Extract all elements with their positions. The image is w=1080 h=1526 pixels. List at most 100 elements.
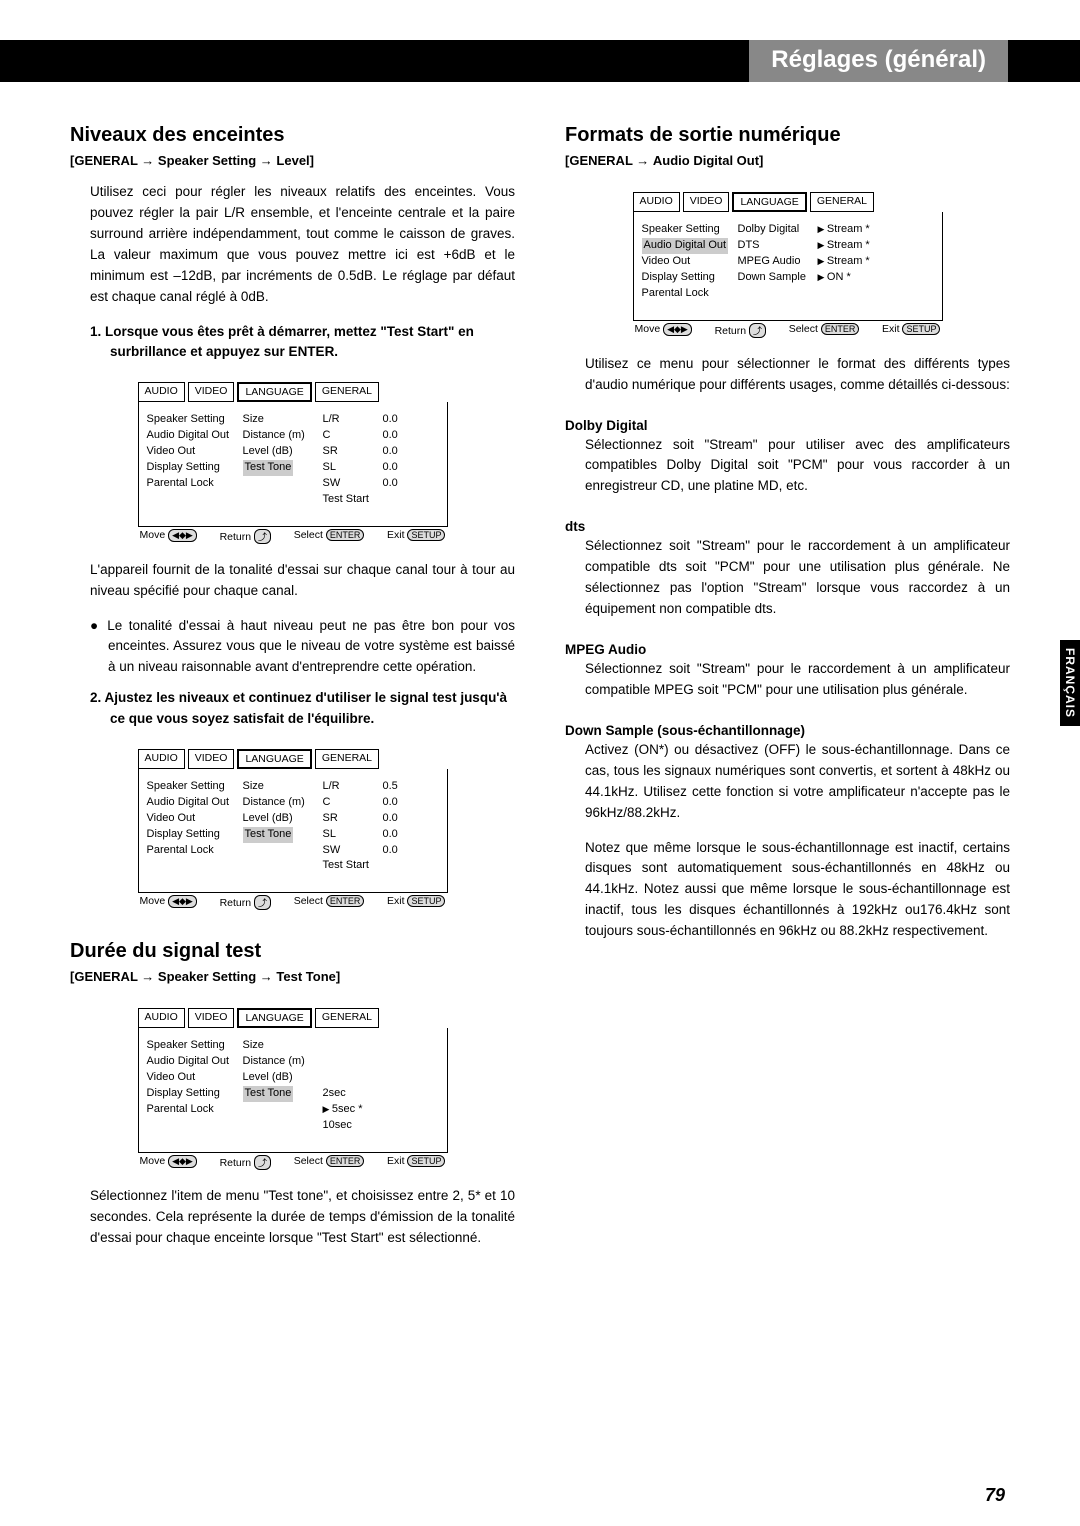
left-column: Niveaux des enceintes [GENERAL → Speaker… bbox=[70, 110, 515, 1476]
osd-submenu-item: Test Tone bbox=[243, 460, 317, 476]
osd-value: Test Start bbox=[323, 858, 377, 874]
osd-value: 0.0 bbox=[383, 428, 433, 444]
bc-part: Level] bbox=[276, 153, 314, 168]
paragraph: Sélectionnez soit "Stream" pour utiliser… bbox=[565, 435, 1010, 498]
osd-submenu-item: Size bbox=[243, 1038, 317, 1054]
osd-value: 0.0 bbox=[383, 460, 433, 476]
osd-menu-item: Audio Digital Out bbox=[147, 1054, 237, 1070]
osd-submenu-item: Distance (m) bbox=[243, 1054, 317, 1070]
osd-menu-item: Video Out bbox=[147, 444, 237, 460]
osd-value: ▶ 5sec * bbox=[323, 1102, 377, 1118]
osd-screenshot-3: AUDIOVIDEOLANGUAGEGENERALSpeaker Setting… bbox=[138, 1008, 448, 1170]
paragraph: Utilisez ce menu pour sélectionner le fo… bbox=[565, 354, 1010, 396]
osd-tab: LANGUAGE bbox=[732, 192, 806, 212]
osd-submenu-item: DTS bbox=[738, 238, 812, 254]
osd-screenshot-4: AUDIOVIDEOLANGUAGEGENERALSpeaker Setting… bbox=[633, 192, 943, 338]
osd-tab: VIDEO bbox=[188, 1008, 235, 1028]
osd-tab: GENERAL bbox=[810, 192, 874, 212]
osd-tab: AUDIO bbox=[138, 382, 185, 402]
osd-screenshot-1: AUDIOVIDEOLANGUAGEGENERALSpeaker Setting… bbox=[138, 382, 448, 544]
osd-value: 0.0 bbox=[383, 843, 433, 859]
bullet: ● Le tonalité d'essai à haut niveau peut… bbox=[90, 616, 515, 679]
osd-value: C bbox=[323, 795, 377, 811]
osd-menu-item: Display Setting bbox=[147, 827, 237, 843]
paragraph: Sélectionnez soit "Stream" pour le racco… bbox=[565, 659, 1010, 701]
osd-value: 0.0 bbox=[383, 412, 433, 428]
osd-menu-item: Speaker Setting bbox=[642, 222, 732, 238]
osd-value: ▶ Stream * bbox=[818, 222, 872, 238]
osd-submenu-item: Test Tone bbox=[243, 827, 317, 843]
osd-tab: LANGUAGE bbox=[237, 382, 311, 402]
osd-menu-item: Audio Digital Out bbox=[642, 238, 732, 254]
osd-value: 0.5 bbox=[383, 779, 433, 795]
arrow-icon: → bbox=[636, 153, 653, 168]
subhead-downsample: Down Sample (sous-échantillonnage) bbox=[565, 723, 1010, 738]
header-title: Réglages (général) bbox=[749, 40, 1008, 82]
arrow-icon: → bbox=[141, 969, 158, 984]
paragraph: Activez (ON*) ou désactivez (OFF) le sou… bbox=[565, 740, 1010, 824]
right-column: Formats de sortie numérique [GENERAL → A… bbox=[565, 110, 1010, 1476]
bc-part: Speaker Setting bbox=[158, 969, 256, 984]
section-title-testtone: Durée du signal test bbox=[70, 940, 515, 963]
osd-tab: AUDIO bbox=[633, 192, 680, 212]
top-band: Réglages (général) bbox=[0, 40, 1080, 82]
osd-menu-item: Display Setting bbox=[147, 460, 237, 476]
osd-submenu-item: Dolby Digital bbox=[738, 222, 812, 238]
osd-menu-item: Video Out bbox=[147, 1070, 237, 1086]
osd-tab: AUDIO bbox=[138, 1008, 185, 1028]
osd-value: 0.0 bbox=[383, 827, 433, 843]
arrow-icon: → bbox=[141, 153, 158, 168]
osd-menu-item: Parental Lock bbox=[147, 1102, 237, 1118]
osd-tab: VIDEO bbox=[188, 749, 235, 769]
osd-footer: Move ◀◆▶Return ⤴Select ENTERExit SETUP bbox=[138, 527, 448, 544]
breadcrumb-testtone: [GENERAL → Speaker Setting → Test Tone] bbox=[70, 969, 515, 984]
section-title-digital: Formats de sortie numérique bbox=[565, 124, 1010, 147]
bc-part: Audio Digital Out] bbox=[653, 153, 763, 168]
osd-value: SR bbox=[323, 811, 377, 827]
osd-submenu-item: Distance (m) bbox=[243, 795, 317, 811]
subhead-mpeg: MPEG Audio bbox=[565, 642, 1010, 657]
osd-menu-item: Speaker Setting bbox=[147, 779, 237, 795]
osd-submenu-item: MPEG Audio bbox=[738, 254, 812, 270]
osd-submenu-item: Level (dB) bbox=[243, 1070, 317, 1086]
paragraph: Sélectionnez l'item de menu "Test tone",… bbox=[70, 1186, 515, 1249]
osd-tab: GENERAL bbox=[315, 749, 379, 769]
osd-value: SL bbox=[323, 827, 377, 843]
osd-tab: AUDIO bbox=[138, 749, 185, 769]
osd-tab: VIDEO bbox=[188, 382, 235, 402]
subhead-dolby: Dolby Digital bbox=[565, 418, 1010, 433]
osd-menu-item: Video Out bbox=[147, 811, 237, 827]
osd-submenu-item: Level (dB) bbox=[243, 811, 317, 827]
page-number: 79 bbox=[985, 1485, 1005, 1506]
osd-tab: GENERAL bbox=[315, 382, 379, 402]
breadcrumb-levels: [GENERAL → Speaker Setting → Level] bbox=[70, 153, 515, 168]
osd-value: ▶ Stream * bbox=[818, 238, 872, 254]
osd-value: 0.0 bbox=[383, 795, 433, 811]
subhead-dts: dts bbox=[565, 519, 1010, 534]
osd-value: L/R bbox=[323, 779, 377, 795]
osd-screenshot-2: AUDIOVIDEOLANGUAGEGENERAL Speaker Setting… bbox=[138, 749, 448, 911]
section-title-levels: Niveaux des enceintes bbox=[70, 124, 515, 147]
bc-part: [GENERAL bbox=[565, 153, 633, 168]
osd-menu-item: Speaker Setting bbox=[147, 1038, 237, 1054]
osd-footer: Move ◀◆▶Return ⤴Select ENTERExit SETUP bbox=[138, 1153, 448, 1170]
breadcrumb-digital: [GENERAL → Audio Digital Out] bbox=[565, 153, 1010, 168]
osd-value: ▶ ON * bbox=[818, 270, 872, 286]
paragraph: Utilisez ceci pour régler les niveaux re… bbox=[70, 182, 515, 308]
osd-submenu-item: Down Sample bbox=[738, 270, 812, 286]
osd-submenu-item: Test Tone bbox=[243, 1086, 317, 1102]
bc-part: Test Tone] bbox=[276, 969, 340, 984]
osd-tab: LANGUAGE bbox=[237, 749, 311, 769]
osd-value: SL bbox=[323, 460, 377, 476]
osd-menu-item: Parental Lock bbox=[147, 476, 237, 492]
osd-submenu-item: Level (dB) bbox=[243, 444, 317, 460]
osd-submenu-item: Size bbox=[243, 412, 317, 428]
osd-menu-item: Video Out bbox=[642, 254, 732, 270]
osd-menu-item: Parental Lock bbox=[642, 286, 732, 302]
osd-value: C bbox=[323, 428, 377, 444]
osd-submenu-item: Size bbox=[243, 779, 317, 795]
osd-value: SW bbox=[323, 476, 377, 492]
osd-tab: GENERAL bbox=[315, 1008, 379, 1028]
osd-value: 0.0 bbox=[383, 811, 433, 827]
osd-submenu-item: Distance (m) bbox=[243, 428, 317, 444]
